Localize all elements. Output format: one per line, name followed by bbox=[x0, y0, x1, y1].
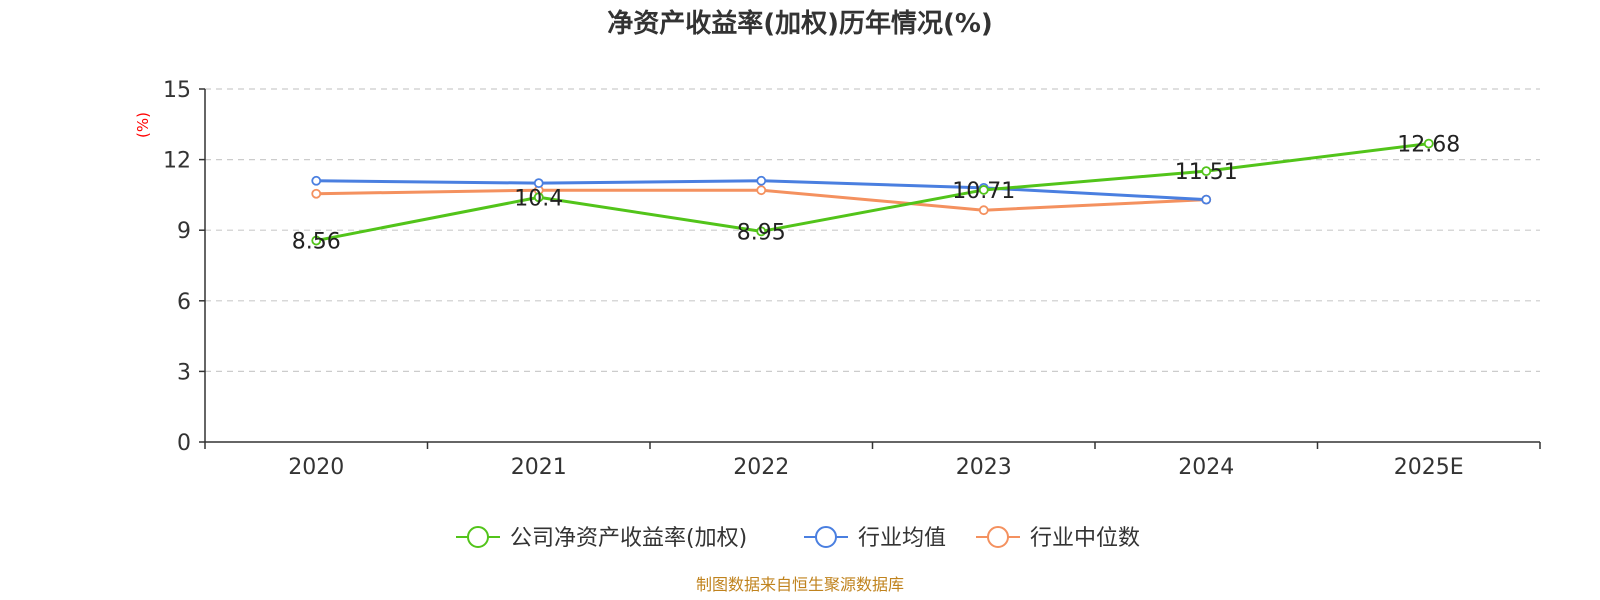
data-point bbox=[311, 175, 322, 186]
y-tick-label: 0 bbox=[177, 431, 191, 456]
x-tick-label: 2020 bbox=[288, 455, 344, 480]
data-label: 8.56 bbox=[292, 230, 341, 255]
data-label: 8.95 bbox=[737, 220, 786, 245]
y-tick-label: 12 bbox=[163, 149, 191, 174]
y-tick-label: 3 bbox=[177, 360, 191, 385]
data-point bbox=[756, 185, 767, 196]
series-layer bbox=[311, 138, 1434, 246]
x-tick-label: 2025E bbox=[1394, 455, 1464, 480]
data-point bbox=[1201, 166, 1212, 177]
data-point bbox=[756, 175, 767, 186]
y-tick-label: 6 bbox=[177, 290, 191, 315]
axis-layer: 0 3 6 9 12 15 2020 2021 2022 2023 2024 2025E bbox=[163, 78, 1541, 480]
data-label: 12.68 bbox=[1397, 133, 1460, 158]
data-point bbox=[311, 235, 322, 246]
legend-item: 行业均值 bbox=[804, 526, 946, 551]
data-point bbox=[978, 205, 989, 216]
x-tick-label: 2023 bbox=[956, 455, 1012, 480]
data-point bbox=[311, 188, 322, 199]
x-tick-label: 2021 bbox=[511, 455, 567, 480]
data-label: 10.71 bbox=[952, 179, 1015, 204]
legend: 公司净资产收益率(加权) 行业均值 行业中位数 bbox=[456, 526, 1140, 551]
data-point bbox=[1423, 138, 1434, 149]
legend-item: 公司净资产收益率(加权) bbox=[456, 526, 747, 551]
data-point bbox=[978, 185, 989, 195]
legend-marker bbox=[467, 526, 489, 548]
chart-title: 净资产收益率(加权)历年情况(%) bbox=[607, 8, 993, 39]
legend-item: 行业中位数 bbox=[976, 526, 1140, 551]
legend-marker bbox=[987, 526, 1009, 548]
legend-label: 行业中位数 bbox=[1030, 526, 1140, 551]
legend-label: 行业均值 bbox=[858, 526, 946, 551]
x-tick-label: 2024 bbox=[1178, 455, 1234, 480]
source-note: 制图数据来自恒生聚源数据库 bbox=[696, 575, 904, 594]
data-point bbox=[533, 178, 544, 189]
y-axis-label: (%) bbox=[134, 112, 152, 138]
series-line bbox=[315, 142, 1429, 243]
data-point bbox=[533, 192, 544, 203]
data-label: 11.51 bbox=[1175, 160, 1238, 185]
x-tick-label: 2022 bbox=[733, 455, 789, 480]
y-tick-label: 9 bbox=[177, 219, 191, 244]
y-tick-label: 15 bbox=[163, 78, 191, 103]
data-point bbox=[756, 226, 767, 237]
grid-layer bbox=[205, 88, 1540, 372]
legend-marker bbox=[815, 526, 837, 548]
data-point bbox=[1201, 194, 1212, 205]
data-label: 10.4 bbox=[514, 186, 563, 211]
data-label-layer: 8.56 10.4 8.95 10.71 11.51 12.68 bbox=[292, 133, 1460, 255]
legend-label: 公司净资产收益率(加权) bbox=[510, 526, 747, 551]
